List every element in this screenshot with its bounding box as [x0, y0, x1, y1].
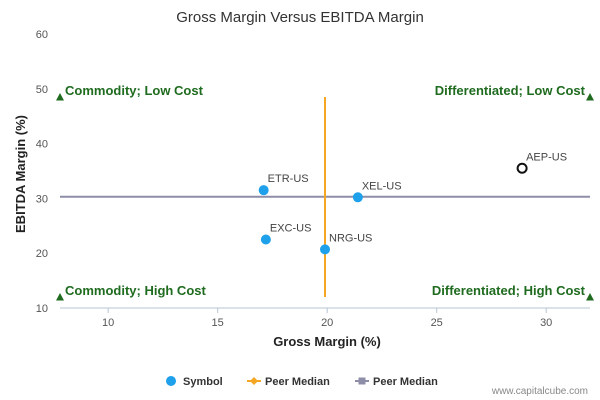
y-tick-label: 40 [36, 139, 48, 151]
quadrant-marker-icon [586, 93, 594, 101]
quadrant-label: Differentiated; High Cost [432, 283, 586, 298]
data-point [320, 244, 330, 255]
data-point [258, 185, 269, 196]
quadrant-marker-icon [586, 293, 594, 301]
legend-item-label: Peer Median [373, 376, 438, 388]
point-label: XEL-US [362, 180, 402, 192]
legend-diamond-icon [250, 377, 258, 385]
y-tick-label: 20 [36, 248, 48, 260]
quadrant-label: Commodity; Low Cost [65, 83, 204, 98]
legend-item-label: Peer Median [265, 376, 330, 388]
quadrant-label: Commodity; High Cost [65, 283, 206, 298]
quadrant-marker-icon [56, 93, 64, 101]
plot-area: 10 15 20 25 30 10 20 30 40 50 60 Commodity; Low Cos… [36, 29, 594, 329]
y-tick-label: 60 [36, 29, 48, 41]
x-tick-label: 10 [102, 317, 114, 329]
quadrant-label: Differentiated; Low Cost [435, 83, 586, 98]
point-label: EXC-US [270, 223, 312, 235]
legend-item-label: Symbol [183, 376, 223, 388]
chart-title: Gross Margin Versus EBITDA Margin [176, 9, 424, 26]
point-label: AEP-US [526, 151, 567, 163]
x-tick-label: 15 [212, 317, 224, 329]
watermark-text: www.capitalcube.com [491, 386, 588, 397]
x-tick-label: 25 [431, 317, 443, 329]
x-tick-label: 30 [540, 317, 552, 329]
y-tick-label: 30 [36, 193, 48, 205]
x-tick-label: 20 [321, 317, 333, 329]
point-label: NRG-US [329, 232, 372, 244]
quadrant-marker-icon [56, 293, 64, 301]
point-label: ETR-US [268, 173, 309, 185]
y-axis-title: EBITDA Margin (%) [13, 115, 28, 233]
y-tick-label: 50 [36, 84, 48, 96]
data-point [260, 234, 271, 245]
data-point [352, 192, 363, 203]
data-point [516, 162, 528, 174]
x-axis-title: Gross Margin (%) [273, 334, 381, 349]
y-tick-label: 10 [36, 303, 48, 315]
legend-symbol-icon [166, 376, 176, 386]
legend: Symbol Peer Median Peer Median [166, 376, 438, 388]
legend-square-icon [358, 377, 366, 385]
